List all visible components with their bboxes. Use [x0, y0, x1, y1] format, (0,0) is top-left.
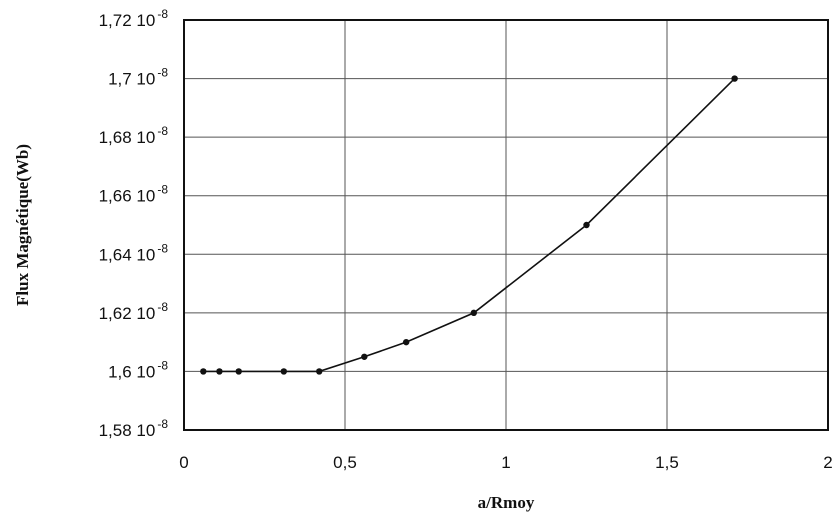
data-point: [361, 353, 368, 360]
y-tick-exponent: -8: [157, 417, 168, 431]
y-tick-label: 1,68 10 -8: [99, 124, 169, 147]
y-tick-mantissa: 1,68 10: [99, 128, 156, 147]
data-point: [280, 368, 288, 375]
data-point: [731, 75, 738, 82]
x-tick-label: 0: [179, 453, 188, 472]
data-point: [235, 368, 242, 375]
y-tick-exponent: -8: [157, 7, 168, 21]
y-tick-label: 1,64 10 -8: [99, 241, 169, 264]
plot-frame: [183, 19, 829, 431]
y-tick-mantissa: 1,58 10: [99, 421, 156, 440]
x-tick-label: 1,5: [655, 453, 679, 472]
data-point: [316, 368, 323, 375]
series-line: [203, 78, 736, 373]
y-tick-mantissa: 1,7 10: [108, 70, 155, 89]
y-tick-exponent: -8: [157, 300, 168, 314]
y-tick-exponent: -8: [157, 124, 168, 138]
y-tick-exponent: -8: [157, 66, 168, 80]
y-tick-label: 1,6 10 -8: [108, 358, 168, 381]
x-axis-ticks: 0 0,5 1 1,5 2: [179, 453, 832, 472]
x-tick-label: 0,5: [333, 453, 357, 472]
data-point: [402, 338, 410, 346]
x-axis-title: a/Rmoy: [478, 493, 535, 512]
data-point: [200, 368, 207, 375]
data-point: [583, 221, 590, 229]
y-tick-mantissa: 1,72 10: [99, 11, 156, 30]
y-axis-title: Flux Magnétique(Wb): [13, 144, 32, 306]
x-tick-label: 2: [823, 453, 832, 472]
x-tick-label: 1: [501, 453, 510, 472]
y-tick-label: 1,58 10 -8: [99, 417, 169, 440]
data-point: [216, 368, 223, 375]
y-tick-mantissa: 1,6 10: [108, 362, 155, 381]
y-tick-mantissa: 1,64 10: [99, 245, 156, 264]
y-tick-label: 1,72 10 -8: [99, 7, 169, 30]
y-tick-exponent: -8: [157, 183, 168, 197]
y-tick-exponent: -8: [157, 358, 168, 372]
y-tick-mantissa: 1,66 10: [99, 187, 156, 206]
y-tick-label: 1,66 10 -8: [99, 183, 169, 206]
y-tick-mantissa: 1,62 10: [99, 304, 156, 323]
data-point: [470, 309, 477, 317]
series-group: [200, 75, 738, 375]
y-tick-label: 1,7 10 -8: [108, 66, 168, 89]
y-tick-exponent: -8: [157, 241, 168, 255]
y-axis-ticks: 1,58 10 -81,6 10 -81,62 10 -81,64 10 -81,66 …: [99, 7, 169, 440]
y-tick-label: 1,62 10 -8: [99, 300, 169, 323]
